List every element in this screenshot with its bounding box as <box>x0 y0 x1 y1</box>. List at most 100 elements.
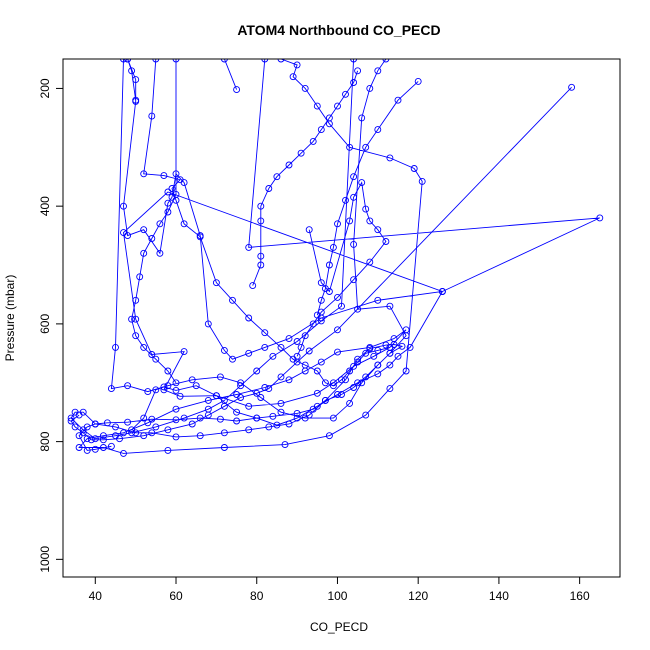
data-point <box>128 67 136 75</box>
data-point <box>152 355 160 363</box>
data-point <box>261 59 269 63</box>
data-point <box>342 90 349 98</box>
data-point <box>220 59 228 63</box>
data-point <box>350 362 358 370</box>
data-point <box>277 408 285 416</box>
data-point <box>164 367 172 375</box>
series-line <box>143 59 391 387</box>
data-point <box>406 343 414 351</box>
data-point <box>120 202 127 210</box>
data-point <box>99 432 107 440</box>
data-point <box>261 343 269 351</box>
data-point <box>338 376 345 384</box>
data-point <box>350 79 358 86</box>
data-point <box>313 389 321 397</box>
data-point <box>321 379 329 387</box>
data-point <box>338 391 345 398</box>
data-point <box>245 349 253 357</box>
data-point <box>289 73 297 81</box>
data-point <box>402 332 410 340</box>
data-point <box>188 376 196 384</box>
data-point <box>281 441 289 449</box>
data-point <box>596 214 604 222</box>
data-point <box>277 373 285 381</box>
data-point <box>216 373 224 381</box>
data-point <box>362 205 370 213</box>
series-6 <box>313 77 422 319</box>
data-point <box>362 143 370 151</box>
data-point <box>273 173 281 181</box>
data-point <box>338 302 345 310</box>
data-point <box>237 382 245 390</box>
data-point <box>164 208 172 216</box>
y-axis: 200 400 600 800 1000 <box>38 78 64 573</box>
data-point <box>103 419 111 427</box>
data-point <box>148 351 156 358</box>
data-point <box>140 170 148 178</box>
data-point <box>309 405 317 413</box>
data-point <box>87 436 95 444</box>
data-point <box>354 67 362 75</box>
data-point <box>297 149 305 157</box>
data-point <box>245 426 253 434</box>
data-point <box>99 436 107 444</box>
data-point <box>350 173 358 181</box>
data-point <box>285 161 293 169</box>
data-point <box>313 367 321 375</box>
data-point <box>374 67 382 75</box>
x-axis-label: CO_PECD <box>310 620 368 634</box>
chart-title: ATOM4 Northbound CO_PECD <box>237 22 440 38</box>
data-point <box>350 384 358 391</box>
data-point <box>172 405 180 413</box>
data-point <box>132 96 140 104</box>
data-point <box>180 414 188 422</box>
data-point <box>317 126 325 134</box>
data-point <box>334 293 341 301</box>
data-point <box>277 399 285 407</box>
data-point <box>293 414 301 422</box>
data-point <box>382 59 390 63</box>
series-5 <box>293 179 390 360</box>
data-point <box>346 143 354 151</box>
data-point <box>358 179 366 187</box>
data-point <box>321 396 329 404</box>
data-point <box>164 382 172 390</box>
data-point <box>196 432 204 440</box>
data-point <box>269 352 277 360</box>
data-point <box>79 429 87 437</box>
data-point <box>75 411 83 419</box>
data-point <box>188 420 196 428</box>
data-point <box>245 314 253 322</box>
data-point <box>220 429 228 437</box>
data-point <box>386 154 394 162</box>
x-tick-label: 80 <box>250 589 264 603</box>
data-point <box>325 432 333 440</box>
series-2 <box>67 83 576 444</box>
data-point <box>346 217 354 225</box>
y-tick-label: 800 <box>38 431 52 451</box>
data-point <box>229 355 236 363</box>
data-point <box>124 418 132 426</box>
data-point <box>132 296 140 304</box>
data-point <box>374 126 382 134</box>
data-point <box>386 343 394 351</box>
data-point <box>180 220 188 228</box>
data-point <box>325 261 333 269</box>
data-point <box>301 332 309 340</box>
data-point <box>398 342 406 350</box>
data-point <box>313 311 321 319</box>
data-point <box>374 346 382 354</box>
data-point <box>120 59 127 63</box>
data-point <box>265 423 273 431</box>
data-point <box>220 402 228 410</box>
data-point <box>83 446 91 454</box>
x-tick-label: 140 <box>489 589 509 603</box>
data-point <box>172 386 180 394</box>
x-tick-label: 120 <box>408 589 428 603</box>
data-point <box>233 86 241 94</box>
data-point <box>273 421 281 429</box>
series-line <box>296 181 387 357</box>
data-point <box>99 444 107 451</box>
data-point <box>317 296 325 304</box>
